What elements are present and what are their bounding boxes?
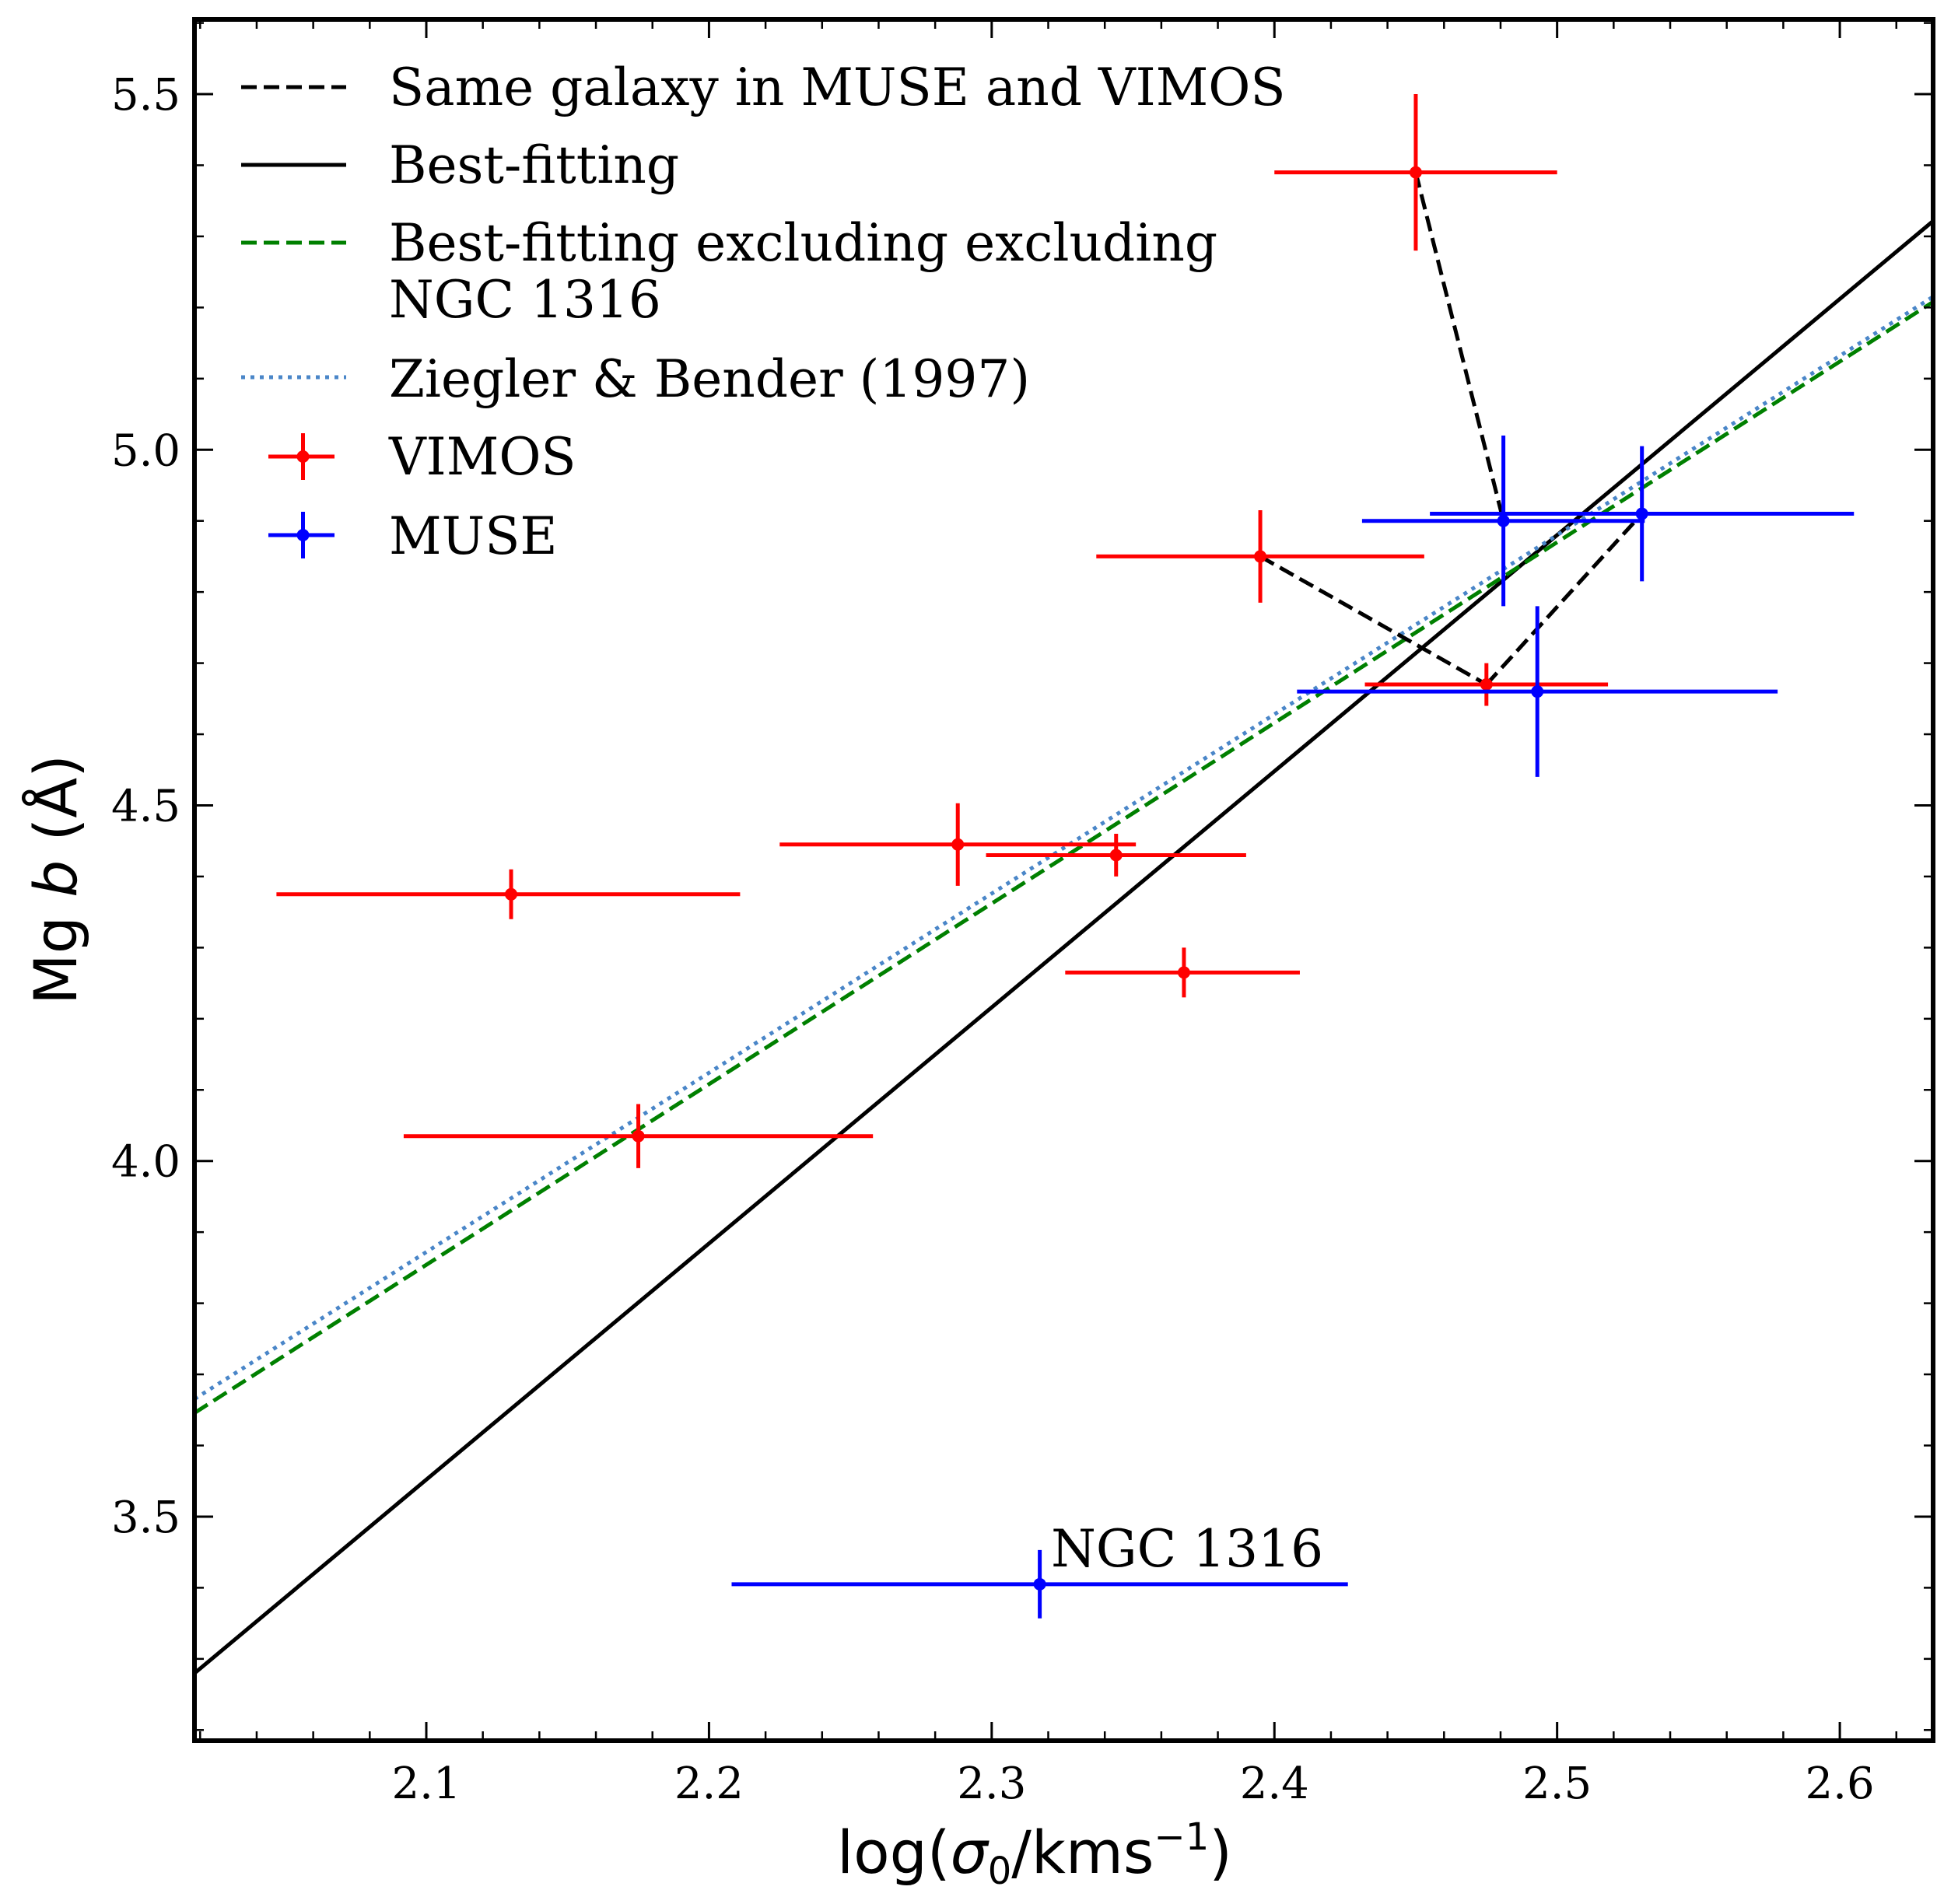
vimos-marker [1480, 678, 1493, 691]
vimos-point-7 [1274, 94, 1557, 251]
vimos-marker [1109, 849, 1123, 862]
muse-point-1 [731, 1549, 1348, 1619]
vimos-marker [1254, 550, 1267, 563]
vimos-marker [632, 1129, 645, 1143]
vimos-marker [1409, 166, 1422, 179]
vimos-point-5 [1065, 947, 1300, 998]
x-axis-label: log(σ0/kms−1) [837, 1815, 1232, 1893]
data-points [276, 94, 1855, 1619]
x-tick-label: 2.5 [1522, 1759, 1592, 1809]
legend: Same galaxy in MUSE and VIMOS Best-fittin… [241, 58, 1286, 566]
y-tick-label: 5.0 [111, 425, 180, 476]
x-tick-label: 2.6 [1806, 1759, 1875, 1809]
legend-item-5: VIMOS [268, 427, 576, 487]
annotation-ngc1316: NGC 1316 [1051, 1519, 1323, 1579]
vimos-point-6 [1096, 509, 1424, 603]
plot-frame [192, 17, 1935, 1743]
vimos-marker [1177, 966, 1190, 979]
annotations: NGC 1316 [1051, 1519, 1323, 1579]
muse-marker [1531, 685, 1544, 698]
legend-item-4: Ziegler & Bender (1997) [241, 349, 1030, 409]
x-tick-label: 2.4 [1240, 1759, 1309, 1809]
connection-line-2 [1259, 555, 1488, 687]
vimos-point-2 [403, 1104, 874, 1168]
muse-point-2 [1361, 435, 1645, 607]
fit-line-3 [194, 295, 1933, 1401]
same-galaxy-connections [1259, 171, 1644, 687]
legend-label: VIMOS [388, 427, 576, 487]
muse-marker [1635, 507, 1648, 520]
vimos-point-1 [276, 869, 741, 919]
legend-label: MUSE [389, 506, 558, 566]
legend-label-line2: NGC 1316 [389, 270, 661, 330]
vimos-marker [951, 838, 965, 851]
y-tick-label: 4.5 [111, 781, 180, 831]
x-tick-label: 2.1 [391, 1759, 461, 1809]
muse-marker [1033, 1577, 1046, 1591]
muse-point-4 [1430, 446, 1855, 582]
legend-label: Ziegler & Bender (1997) [389, 349, 1030, 409]
y-axis-label: Mg b (Å) [21, 754, 90, 1005]
legend-label: Same galaxy in MUSE and VIMOS [389, 58, 1286, 117]
muse-marker [1497, 514, 1510, 527]
legend-label: Best-fitting [389, 135, 679, 195]
tick-labels: 2.1 2.2 2.3 2.4 2.5 2.6 3.5 4.0 4.5 5.0 5.5 [111, 70, 1875, 1809]
vimos-marker [505, 887, 518, 901]
legend-handle-marker [296, 529, 310, 541]
legend-handle-marker [296, 450, 310, 463]
y-tick-label: 5.5 [111, 70, 180, 121]
y-tick-label: 4.0 [111, 1137, 180, 1188]
muse-point-3 [1297, 606, 1778, 777]
x-tick-label: 2.3 [957, 1759, 1026, 1809]
vimos-point-4 [986, 834, 1246, 877]
y-tick-label: 3.5 [111, 1493, 180, 1543]
x-tick-label: 2.2 [674, 1759, 744, 1809]
legend-item-2: Best-fitting [241, 135, 679, 195]
connection-line-1 [1413, 171, 1506, 522]
vimos-point-3 [779, 803, 1137, 886]
connection-line-3 [1484, 512, 1644, 686]
legend-item-6: MUSE [268, 506, 558, 566]
vimos-point-8 [1364, 663, 1609, 706]
legend-item-1: Same galaxy in MUSE and VIMOS [241, 58, 1286, 117]
legend-label: Best-fitting excluding excluding [389, 213, 1217, 273]
